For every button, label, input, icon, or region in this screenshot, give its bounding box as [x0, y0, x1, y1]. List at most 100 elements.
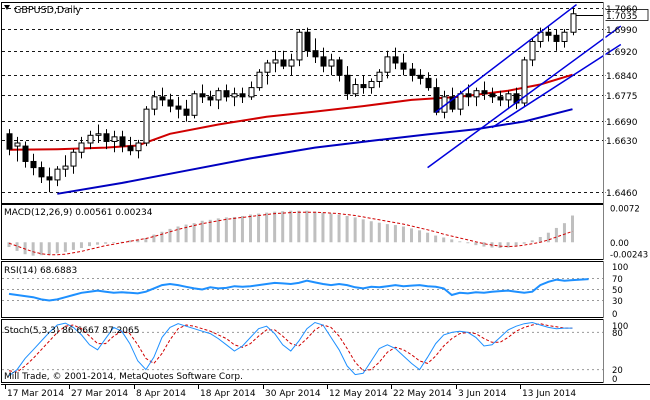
stoch-axis-label: 80 [612, 329, 623, 339]
candle [296, 29, 303, 67]
candle [207, 90, 214, 107]
candle [191, 90, 198, 119]
macd-histogram-bar [7, 242, 11, 248]
candle [513, 87, 520, 110]
macd-histogram-bar [514, 242, 518, 247]
candle [103, 129, 110, 150]
candle [256, 69, 263, 91]
candle [46, 167, 53, 193]
candle-body [570, 13, 577, 33]
candle [143, 106, 150, 147]
candle-body [553, 34, 560, 42]
candle [239, 87, 246, 103]
candle-body [256, 71, 263, 89]
stoch-axis-label: 0 [612, 375, 617, 385]
candle [87, 130, 94, 150]
candle [384, 50, 391, 79]
rsi-axis-label: 50 [612, 286, 623, 296]
macd-histogram-bar [562, 223, 566, 243]
candle-body [135, 142, 142, 152]
price-axis-label: 1.6460 [606, 189, 638, 199]
macd-histogram-bar [434, 235, 438, 243]
rsi-axis-label: 30 [612, 297, 623, 307]
macd-histogram-bar [538, 237, 542, 243]
macd-histogram-bar [96, 242, 100, 245]
mask-right-gap [603, 0, 606, 384]
stoch-axis-label: 20 [612, 366, 623, 376]
candle-body [183, 108, 190, 116]
time-axis-label: 18 Apr 2014 [200, 389, 256, 399]
macd-histogram-bar [39, 242, 43, 256]
candle-body [191, 93, 198, 116]
macd-histogram-bar [393, 225, 397, 243]
main-pane [2, 3, 649, 195]
macd-histogram-bar [313, 211, 317, 243]
candle [78, 136, 85, 159]
macd-histogram-bar [418, 230, 422, 243]
candle-body [103, 133, 110, 142]
macd-axis-label: -0.00243 [610, 250, 648, 260]
macd-histogram-bar [546, 232, 550, 243]
macd-histogram-bar [281, 211, 285, 243]
rsi-label: RSI(14) 68.6883 [4, 266, 77, 276]
candle [159, 87, 166, 107]
time-axis-label: 27 Mar 2014 [71, 389, 128, 399]
candle [22, 141, 29, 168]
current-price-label: 1.7035 [606, 12, 638, 22]
candle-body [376, 71, 383, 82]
rsi-pane [2, 278, 603, 302]
macd-histogram-bar [337, 214, 341, 243]
price-axis-label: 1.6630 [606, 137, 638, 147]
macd-histogram-bar [474, 242, 478, 246]
macd-histogram-bar [208, 219, 212, 243]
macd-histogram-bar [63, 242, 67, 252]
macd-histogram-bar [369, 221, 373, 243]
candle [304, 27, 311, 57]
candle-body [38, 167, 45, 178]
macd-histogram-bar [265, 212, 269, 243]
macd-histogram-bar [450, 239, 454, 243]
candle [352, 78, 359, 97]
candle-body [320, 56, 327, 67]
candle-body [481, 90, 488, 95]
macd-histogram-bar [305, 210, 309, 243]
candle [344, 66, 351, 100]
rsi-line [8, 278, 589, 302]
candle-body [465, 93, 472, 98]
candle [320, 47, 327, 73]
candle-body [111, 136, 118, 142]
candle-body [46, 176, 53, 181]
candle [360, 75, 367, 94]
candle [231, 87, 238, 107]
candle-body [272, 59, 279, 64]
candle [248, 81, 255, 100]
time-axis-label: 12 May 2014 [329, 389, 388, 399]
stoch-axis-label: 100 [612, 322, 628, 332]
macd-histogram-bar [176, 226, 180, 243]
candle-body [417, 74, 424, 79]
candle [167, 93, 174, 113]
macd-histogram-bar [184, 224, 188, 243]
time-axis-label: 3 Jun 2014 [458, 389, 507, 399]
macd-histogram-bar [120, 241, 124, 243]
price-axis-label: 1.6690 [606, 118, 638, 128]
candle [70, 149, 77, 174]
macd-histogram-bar [112, 242, 116, 244]
candle-body [248, 87, 255, 98]
macd-histogram-bar [232, 216, 236, 243]
candle [553, 29, 560, 51]
candle-body [199, 93, 206, 98]
candle [473, 87, 480, 107]
macd-histogram-bar [31, 242, 35, 256]
candle [127, 136, 134, 156]
rsi-axis-label: 100 [612, 263, 628, 273]
price-axis-label: 1.6775 [606, 92, 638, 102]
copyright-text: Mill Trade, © 2001-2014, MetaQuotes Soft… [4, 372, 243, 382]
time-axis-label: 30 Apr 2014 [265, 389, 321, 399]
candle [264, 59, 271, 85]
macd-histogram-bar [71, 242, 75, 250]
candle [199, 84, 206, 103]
rsi-axis-label: 0 [612, 310, 617, 320]
candle-body [14, 142, 21, 147]
